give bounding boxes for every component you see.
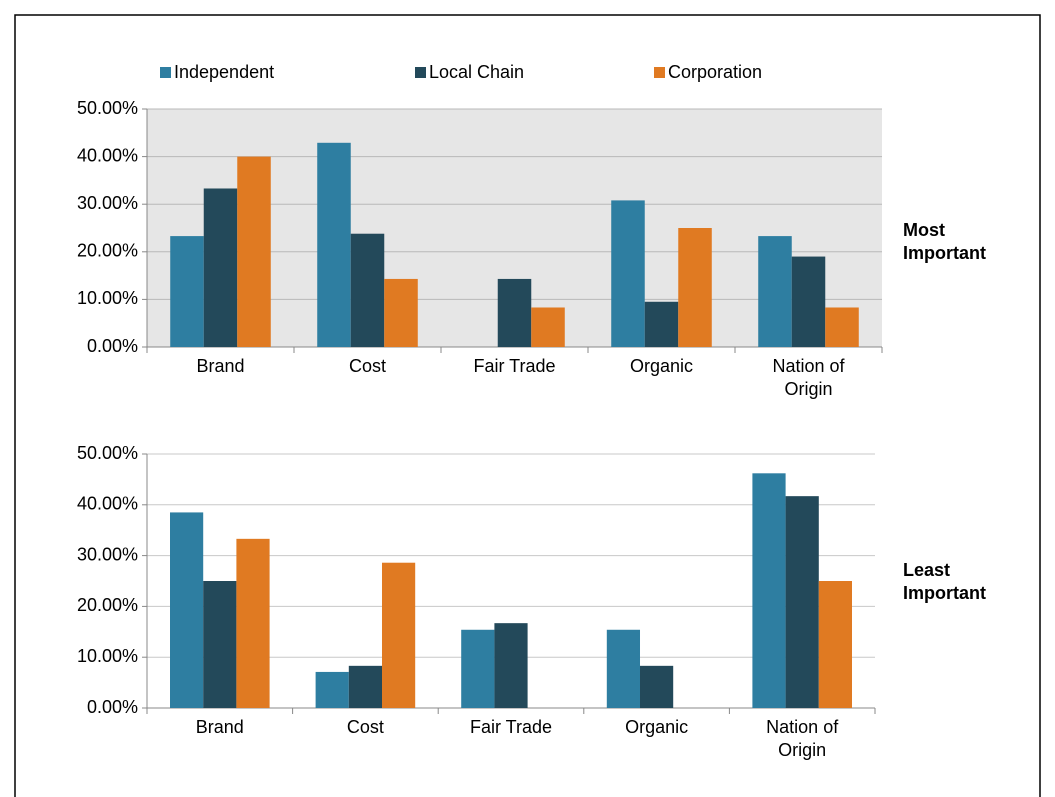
bar (611, 200, 645, 347)
bar (758, 236, 792, 347)
frame (14, 14, 1041, 797)
bar (461, 629, 495, 708)
legend-label: Local Chain (429, 62, 524, 82)
bar (170, 512, 204, 708)
bar (497, 278, 532, 347)
bar (348, 665, 382, 708)
x-tick-label: Nation of Origin (772, 356, 845, 399)
y-tick-label: 10.00% (77, 646, 138, 666)
x-tick-label: Fair Trade (473, 356, 556, 376)
legend-label: Independent (174, 62, 274, 82)
y-tick-label: 10.00% (77, 288, 138, 308)
y-tick-label: 40.00% (77, 145, 138, 165)
y-tick-label: 0.00% (87, 697, 138, 717)
y-tick-label: 0.00% (87, 336, 138, 356)
side-label: Most Important (903, 220, 986, 263)
legend-swatch (415, 67, 426, 78)
bar (752, 473, 786, 708)
x-tick-label: Brand (195, 717, 244, 737)
bar (531, 307, 565, 347)
bar (315, 671, 349, 708)
bar (203, 581, 237, 708)
bar (606, 629, 641, 708)
x-tick-label: Organic (625, 717, 689, 737)
x-tick-label: Brand (196, 356, 245, 376)
bar (317, 142, 351, 347)
legend-swatch (160, 67, 171, 78)
bar (818, 581, 852, 708)
y-tick-label: 30.00% (77, 193, 138, 213)
bar (236, 538, 270, 708)
legend-swatch (654, 67, 665, 78)
bar (170, 236, 204, 347)
x-tick-label: Cost (348, 356, 386, 376)
y-tick-label: 50.00% (77, 443, 138, 463)
y-tick-label: 40.00% (77, 494, 138, 514)
bar (494, 623, 528, 708)
x-tick-label: Cost (346, 717, 384, 737)
bar (350, 233, 385, 347)
y-tick-label: 30.00% (77, 544, 138, 564)
bar (791, 256, 826, 347)
bar (384, 278, 418, 347)
side-label: Least Important (903, 560, 986, 603)
x-tick-label: Organic (629, 356, 694, 376)
bar (640, 665, 674, 708)
x-tick-label: Nation of Origin (766, 717, 839, 760)
bar (203, 188, 238, 347)
y-tick-label: 50.00% (77, 98, 138, 118)
bar (644, 301, 679, 347)
bar (381, 562, 416, 708)
y-tick-label: 20.00% (77, 595, 138, 615)
legend-label: Corporation (668, 62, 762, 82)
bar (678, 228, 712, 347)
bar (825, 307, 859, 347)
x-tick-label: Fair Trade (469, 717, 553, 737)
y-tick-label: 20.00% (77, 241, 138, 261)
bar (785, 496, 819, 708)
bar (237, 156, 271, 347)
